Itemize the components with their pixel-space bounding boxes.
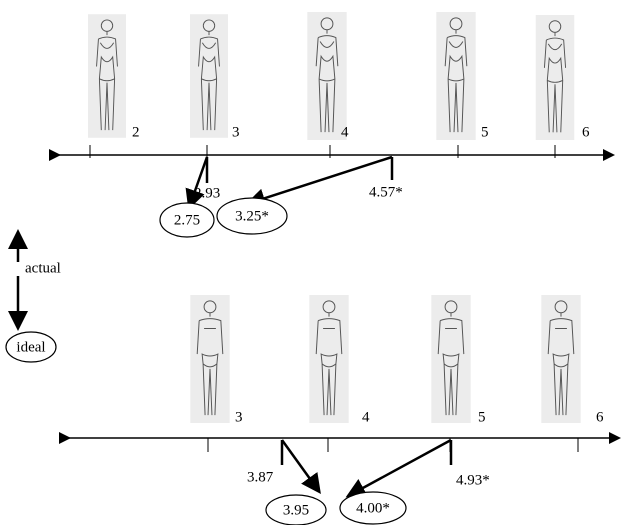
figure-label: 6: [582, 124, 590, 140]
legend-label: actual: [25, 260, 61, 276]
figure-label: 4: [362, 409, 370, 425]
male-figure: [430, 295, 472, 423]
actual-value: 4.93*: [456, 472, 490, 488]
female-figure: [190, 13, 228, 139]
female-figure: [535, 15, 575, 140]
ideal-value: 3.25*: [235, 208, 269, 224]
male-figure: [308, 295, 350, 423]
figure-label: 3: [232, 124, 240, 140]
legend-label: ideal: [16, 339, 45, 355]
male-figure: [190, 295, 230, 423]
actual-value: 3.87: [247, 469, 274, 485]
arrow: [345, 438, 452, 498]
arrow: [185, 156, 209, 210]
arrow: [280, 439, 321, 495]
ideal-value: 2.75: [174, 212, 200, 228]
figure-label: 6: [596, 409, 604, 425]
ideal-oval: [159, 202, 215, 238]
top-scale: 2 3 4 5 6 2.93 4.57* 2.75 3.25*: [49, 12, 615, 238]
arrow: [245, 155, 393, 208]
legend: actual ideal: [5, 229, 61, 363]
figure-label: 5: [481, 124, 489, 140]
female-figure: [306, 12, 348, 140]
legend-oval: [5, 331, 57, 363]
ideal-value: 3.95: [283, 502, 309, 518]
female-figure: [436, 12, 476, 140]
actual-value: 2.93: [194, 185, 220, 201]
male-figure: [540, 295, 582, 423]
figure-label: 5: [478, 409, 486, 425]
ideal-value: 4.00*: [356, 500, 390, 516]
figure-label: 4: [341, 124, 349, 140]
ideal-oval: [339, 491, 407, 525]
figure-label: 3: [235, 409, 243, 425]
ideal-oval: [216, 197, 288, 235]
figure-label: 2: [132, 124, 140, 140]
bottom-scale: 3 4 5 6 3.87 4.93* 3.95 4.00*: [59, 295, 621, 525]
actual-value: 4.57*: [369, 184, 403, 200]
female-figure: [88, 13, 126, 139]
ideal-oval: [265, 494, 327, 525]
